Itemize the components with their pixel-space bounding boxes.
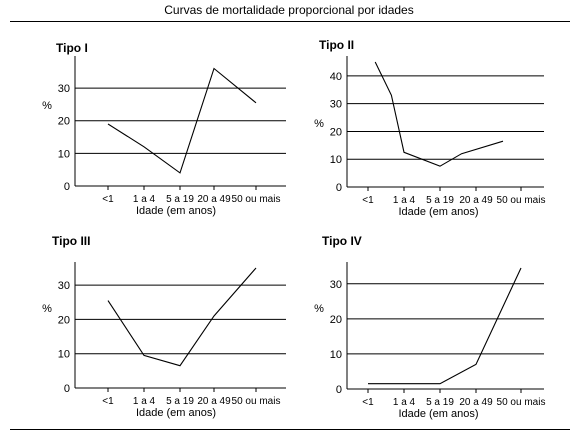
top-rule [10,21,570,22]
chart-1-xtick-label-3: 5 a 19 [166,194,194,205]
chart-3-xtick-label-2: 1 a 4 [133,396,156,407]
chart-4-y-label: % [314,303,324,315]
chart-4-xtick-label-1: <1 [362,397,374,408]
chart-3-xtick-label-1: <1 [102,396,114,407]
chart-3-ytick-label-0: 0 [64,383,70,395]
chart-4-xtick-label-4: 20 a 49 [459,397,493,408]
chart-2-ytick-label-0: 0 [336,182,342,194]
chart-2-ytick-label-20: 20 [330,126,342,138]
chart-3-y-label: % [42,303,52,315]
chart-2-ytick-label-10: 10 [330,154,342,166]
chart-3-xtick-label-4: 20 a 49 [197,396,231,407]
chart-3-series-line [107,267,257,367]
chart-1-x-label: Idade (em anos) [136,205,216,217]
chart-4-x-label: Idade (em anos) [398,408,478,420]
chart-1-y-label: % [42,100,52,112]
chart-2-title: Tipo II [319,38,354,52]
chart-3-x-label: Idade (em anos) [136,407,216,419]
chart-1-xtick-label-5: 50 ou mais [232,194,281,205]
page-title: Curvas de mortalidade proporcional por i… [164,3,414,17]
chart-1-ytick-label-20: 20 [58,116,70,128]
chart-2-xtick-label-5: 50 ou mais [497,195,546,206]
chart-3-ytick-label-30: 30 [58,280,70,292]
chart-2-series-line [374,61,504,167]
chart-4-xtick-label-3: 5 a 19 [426,397,454,408]
chart-4-ytick-label-30: 30 [330,279,342,291]
chart-4-ytick-label-0: 0 [336,384,342,396]
chart-3-xtick-label-3: 5 a 19 [166,396,194,407]
chart-3-xtick-label-5: 50 ou mais [232,396,281,407]
chart-3-title: Tipo III [52,234,90,248]
chart-1-ytick-label-10: 10 [58,148,70,160]
chart-2-xtick-label-4: 20 a 49 [459,195,493,206]
chart-3-ytick-label-20: 20 [58,314,70,326]
chart-4-ytick-label-10: 10 [330,349,342,361]
chart-2-xtick-label-1: <1 [362,195,374,206]
chart-1-ytick-label-0: 0 [64,181,70,193]
chart-4-title: Tipo IV [322,234,362,248]
chart-1-series-line [107,67,257,174]
bottom-rule [10,429,570,430]
chart-2-ytick-label-40: 40 [330,71,342,83]
chart-1-xtick-label-1: <1 [102,194,114,205]
chart-2-y-label: % [314,118,324,130]
chart-1-xtick-label-2: 1 a 4 [133,194,156,205]
chart-2-xtick-label-2: 1 a 4 [393,195,416,206]
chart-4-xtick-label-2: 1 a 4 [393,397,416,408]
chart-2-ytick-label-30: 30 [330,99,342,111]
chart-1-xtick-label-4: 20 a 49 [197,194,231,205]
chart-4-xtick-label-5: 50 ou mais [497,397,546,408]
chart-2-x-label: Idade (em anos) [398,206,478,218]
chart-4-series-line [368,267,522,385]
chart-2-xtick-label-3: 5 a 19 [426,195,454,206]
chart-1-title: Tipo I [56,41,88,55]
chart-3-ytick-label-10: 10 [58,349,70,361]
chart-1-ytick-label-30: 30 [58,83,70,95]
chart-4-ytick-label-20: 20 [330,314,342,326]
